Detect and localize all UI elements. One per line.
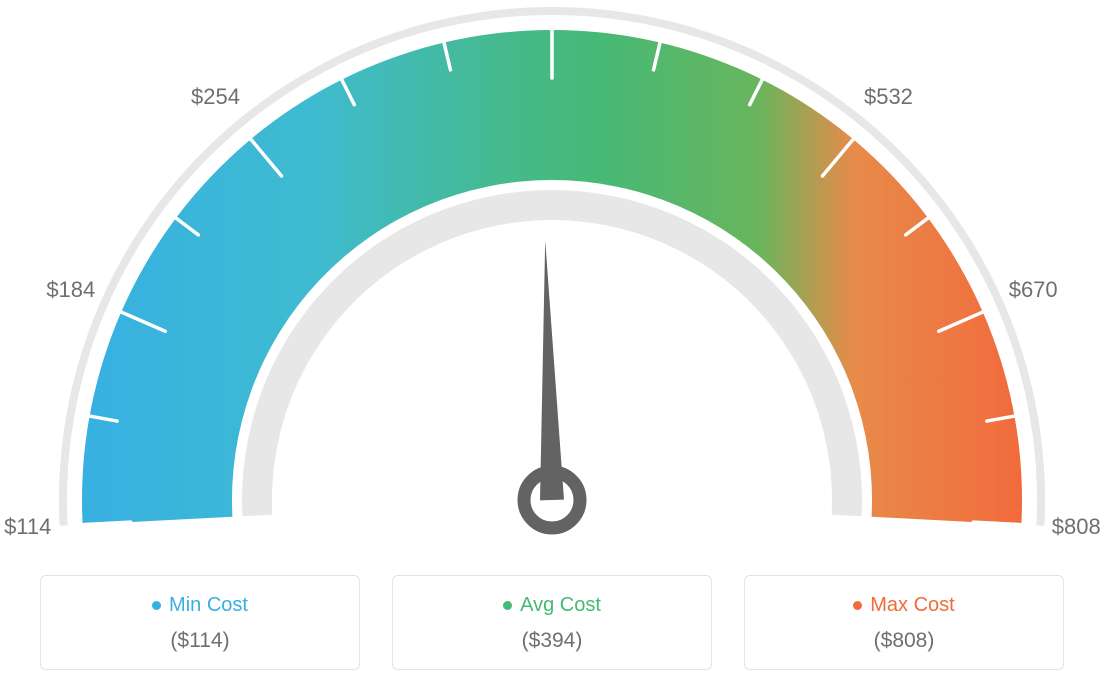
legend-dot-max bbox=[853, 601, 862, 610]
tick-label: $254 bbox=[191, 84, 240, 110]
legend-label-min: Min Cost bbox=[169, 594, 248, 617]
legend-row: Min Cost ($114) Avg Cost ($394) Max Cost… bbox=[0, 575, 1104, 670]
gauge-chart: $114$184$254$394$532$670$808 bbox=[0, 0, 1104, 560]
legend-value-max: ($808) bbox=[755, 629, 1053, 653]
tick-label: $114 bbox=[4, 514, 51, 540]
gauge-svg bbox=[0, 0, 1104, 560]
legend-title-avg: Avg Cost bbox=[403, 594, 701, 617]
legend-dot-min bbox=[152, 601, 161, 610]
legend-dot-avg bbox=[503, 601, 512, 610]
legend-value-min: ($114) bbox=[51, 629, 349, 653]
tick-label: $184 bbox=[46, 277, 95, 303]
legend-card-max: Max Cost ($808) bbox=[744, 575, 1064, 670]
legend-card-avg: Avg Cost ($394) bbox=[392, 575, 712, 670]
legend-card-min: Min Cost ($114) bbox=[40, 575, 360, 670]
legend-label-avg: Avg Cost bbox=[520, 594, 601, 617]
legend-title-max: Max Cost bbox=[755, 594, 1053, 617]
legend-label-max: Max Cost bbox=[870, 594, 954, 617]
tick-label: $532 bbox=[864, 84, 913, 110]
legend-value-avg: ($394) bbox=[403, 629, 701, 653]
tick-label: $670 bbox=[1009, 277, 1058, 303]
legend-title-min: Min Cost bbox=[51, 594, 349, 617]
tick-label: $808 bbox=[1052, 514, 1101, 540]
